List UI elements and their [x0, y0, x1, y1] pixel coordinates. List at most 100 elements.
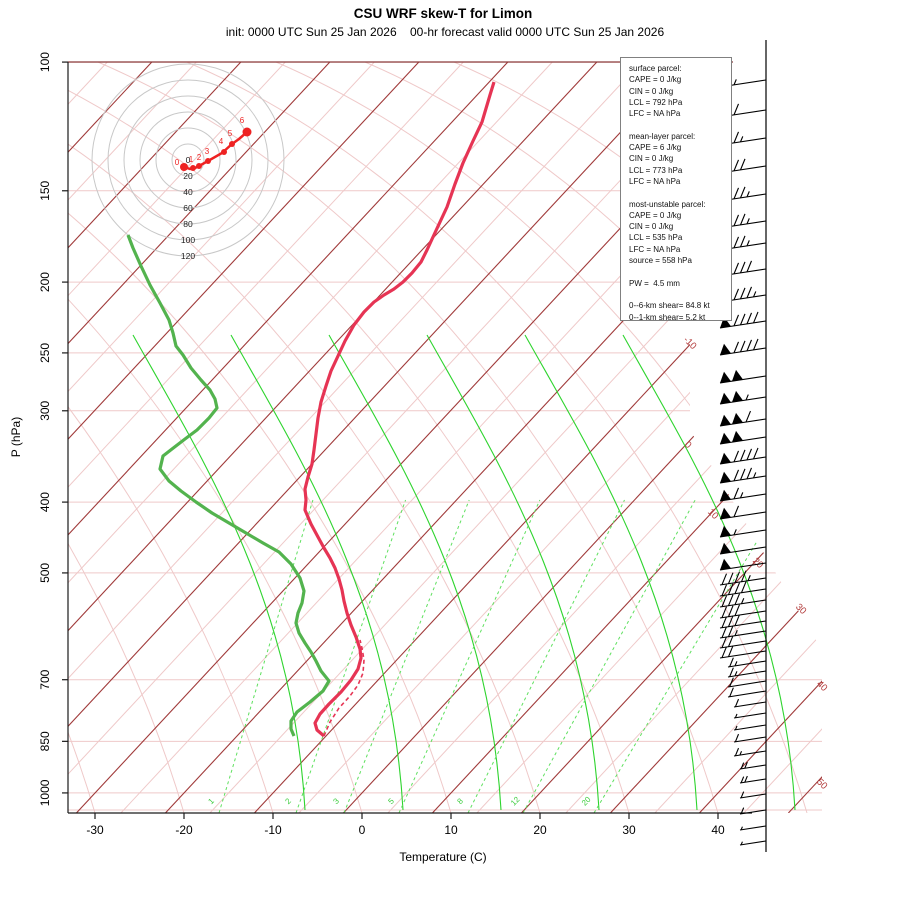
- wind-barb: [739, 825, 767, 831]
- barb-half-tick: [752, 472, 757, 479]
- barb-full-tick: [739, 213, 746, 226]
- wind-barb: [719, 467, 767, 484]
- barb-full-tick: [734, 571, 741, 583]
- barb-full-tick: [727, 615, 734, 627]
- wind-barb: [719, 338, 767, 356]
- hodograph-ring: [171, 143, 205, 177]
- wind-barb: [719, 447, 767, 465]
- dry-adiabat: [68, 62, 363, 813]
- barb-full-tick: [721, 616, 728, 628]
- skewt-grid: [68, 62, 822, 813]
- wind-barb: [719, 645, 767, 659]
- barb-full-tick: [733, 262, 740, 275]
- page-subtitle: init: 0000 UTC Sun 25 Jan 2026 00-hr for…: [225, 25, 665, 39]
- wind-barb: [727, 677, 767, 688]
- barb-pennant: [720, 507, 731, 519]
- isotherm--65: [68, 62, 464, 813]
- barb-half-tick: [734, 725, 738, 730]
- wind-barb: [739, 775, 767, 784]
- barb-pennant: [720, 432, 731, 444]
- wind-barb: [733, 698, 767, 708]
- parcel-info-line: 0--6-km shear= 84.8 kt: [629, 301, 710, 311]
- wind-barb: [719, 487, 767, 502]
- dry-adiabat: [97, 62, 719, 813]
- parcel-info-line: CAPE = 0 J/kg: [629, 210, 682, 220]
- barb-half-tick: [734, 671, 738, 677]
- y-tick-label: 150: [38, 180, 52, 200]
- mixing-ratio-label: 8: [455, 796, 465, 806]
- wind-barb: [719, 390, 767, 405]
- wind-barb: [719, 410, 767, 427]
- barb-half-tick: [739, 492, 744, 499]
- barb-pennant: [720, 452, 731, 464]
- barb-full-tick: [727, 605, 734, 617]
- barb-full-tick: [744, 761, 748, 769]
- x-tick-label: -20: [175, 823, 193, 837]
- hodograph-ring-label: 40: [183, 187, 193, 197]
- x-tick-label: 30: [622, 823, 636, 837]
- barb-full-tick: [727, 583, 734, 595]
- dewpoint-curve: [126, 234, 331, 737]
- wind-barb: [719, 625, 767, 639]
- barb-full-tick: [752, 447, 759, 460]
- barb-full-tick: [721, 573, 728, 585]
- barb-pennant: [720, 542, 731, 554]
- isotherm-30: [609, 62, 822, 813]
- isotherm-label: 10: [705, 507, 720, 522]
- isotherm--45: [68, 62, 642, 813]
- wind-barb: [719, 430, 767, 445]
- barb-half-tick: [746, 218, 750, 225]
- hodograph-ring: [155, 127, 221, 193]
- barb-full-tick: [739, 158, 746, 171]
- y-tick-label: 400: [38, 492, 52, 512]
- y-tick-label: 500: [38, 563, 52, 583]
- barb-full-tick: [733, 214, 740, 227]
- wind-barb: [719, 581, 767, 597]
- parcel-info-line: source = 558 hPa: [629, 256, 692, 266]
- barb-full-tick: [739, 340, 746, 353]
- barb-full-tick: [739, 287, 746, 300]
- parcel-info-line: LFC = NA hPa: [629, 244, 681, 254]
- parcel-info-line: LFC = NA hPa: [629, 176, 681, 186]
- wind-barb: [719, 614, 767, 629]
- y-tick-label: 250: [38, 343, 52, 363]
- isotherm--60: [68, 62, 509, 813]
- barb-full-tick: [740, 791, 745, 799]
- barb-pennant: [732, 369, 743, 382]
- parcel-info-line: [629, 289, 731, 300]
- barb-full-tick: [727, 594, 734, 606]
- wind-barb: [733, 724, 767, 731]
- barb-half-tick: [740, 826, 743, 831]
- y-tick-label: 300: [38, 400, 52, 420]
- barb-full-tick: [740, 570, 747, 582]
- isotherm--55: [68, 62, 553, 813]
- barb-half-tick: [734, 661, 738, 667]
- wind-barb: [719, 635, 767, 649]
- barb-full-tick: [733, 487, 740, 500]
- isotherm--35: [68, 62, 731, 813]
- barb-pennant: [720, 414, 731, 426]
- barb-full-tick: [727, 625, 734, 637]
- isotherm--85: [68, 62, 286, 813]
- wind-barb: [733, 712, 767, 719]
- mixing-ratio-label: 2: [283, 796, 293, 806]
- barb-full-tick: [733, 187, 740, 200]
- barb-full-tick: [729, 677, 734, 687]
- isotherm--95: [68, 62, 197, 813]
- wind-barb: [719, 542, 767, 555]
- parcel-info-line: most-unstable parcel:: [629, 199, 706, 209]
- moist-adiabat: [524, 334, 698, 811]
- barb-full-tick: [733, 159, 740, 172]
- dry-adiabat: [68, 62, 274, 813]
- barb-pennant: [720, 525, 731, 537]
- parcel-info-line: CIN = 0 J/kg: [629, 222, 674, 232]
- barb-full-tick: [746, 312, 753, 325]
- barb-full-tick: [733, 288, 740, 301]
- wind-barb: [719, 604, 767, 619]
- barb-full-tick: [721, 606, 728, 618]
- isotherm--80: [68, 62, 331, 813]
- barb-half-tick: [740, 841, 743, 846]
- mixing-ratio-line-20: [593, 499, 783, 813]
- barb-full-tick: [727, 635, 734, 647]
